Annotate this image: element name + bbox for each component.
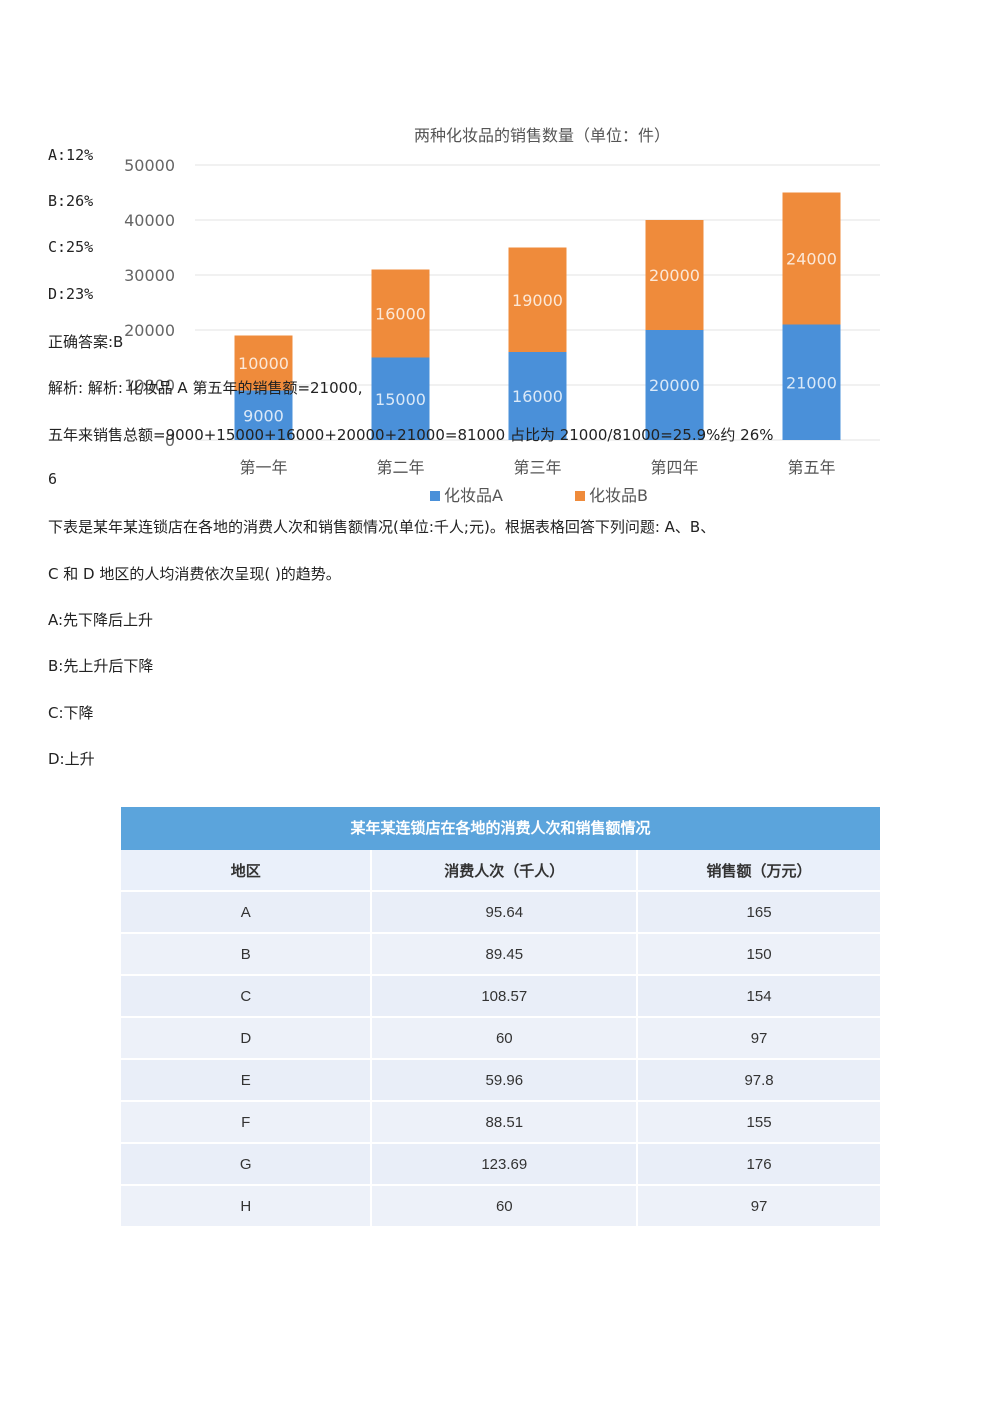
y-tick-label: 50000 [124,156,175,175]
cell-sales: 97 [637,1185,880,1228]
bar-b [645,220,704,330]
sales-table: 某年某连锁店在各地的消费人次和销售额情况 地区 消费人次（千人） 销售额（万元）… [121,807,880,1228]
cell-sales: 154 [637,975,880,1018]
question-number: 6 [48,470,58,488]
bar-a [782,324,841,440]
cell-region: B [121,933,373,976]
table-row: D 60 97 [121,1017,880,1060]
cell-visits: 59.96 [371,1059,639,1102]
table-row: B 89.45 150 [121,933,880,976]
cell-region: C [121,975,373,1018]
bar-value-label: 16000 [512,387,563,406]
cell-region: E [121,1059,373,1102]
x-tick-label: 第二年 [376,458,424,477]
option-d: D:23% [48,285,94,303]
bar-value-label: 9000 [243,406,284,425]
bar-b [371,269,430,358]
stacked-bar-chart: 两种化妆品的销售数量（单位：件） 0 10000 20000 30000 40000 50… [124,126,880,505]
header-region: 地区 [121,850,373,892]
x-tick-label: 第三年 [513,458,561,477]
cell-region: F [121,1101,373,1144]
analysis-line-2: 五年来销售总额=9000+15000+16000+20000+21000=810… [48,426,774,444]
bar-a [371,357,430,440]
x-tick-label: 第一年 [239,458,287,477]
option-a: A:先下降后上升 [48,611,154,629]
y-tick-label: 0 [165,431,175,450]
header-sales: 销售额（万元） [637,850,880,892]
legend-swatch [430,491,440,501]
cell-sales: 150 [637,933,880,976]
bar-b [782,192,841,325]
y-tick-label: 20000 [124,321,175,340]
cell-visits: 108.57 [371,975,639,1018]
y-tick-label: 40000 [124,211,175,230]
cell-sales: 176 [637,1143,880,1186]
option-b: B:26% [48,192,94,210]
cell-visits: 123.69 [371,1143,639,1186]
table-row: E 59.96 97.8 [121,1059,880,1102]
bar-b [508,247,567,352]
correct-answer: 正确答案:B [48,333,124,351]
table-header-row: 地区 消费人次（千人） 销售额（万元） [121,850,880,892]
legend-swatch [575,491,585,501]
bar-value-label: 20000 [649,376,700,395]
cell-visits: 89.45 [371,933,639,976]
cell-sales: 97 [637,1017,880,1060]
option-d: D:上升 [48,750,95,768]
cell-sales: 155 [637,1101,880,1144]
bar-a [645,330,704,440]
legend-label: 化妆品A [444,486,503,505]
header-visits: 消费人次（千人） [371,850,639,892]
table-row: H 60 97 [121,1185,880,1228]
bar-b [234,335,293,391]
option-b: B:先上升后下降 [48,657,154,675]
x-tick-label: 第四年 [650,458,698,477]
bar-value-label: 24000 [786,250,837,269]
cell-visits: 60 [371,1185,639,1228]
cell-sales: 165 [637,891,880,934]
chart-title: 两种化妆品的销售数量（单位：件） [414,126,670,145]
cell-visits: 95.64 [371,891,639,934]
x-tick-label: 第五年 [787,458,835,477]
bar-value-label: 10000 [238,354,289,373]
cell-region: G [121,1143,373,1186]
option-c: C:25% [48,238,94,256]
cell-region: D [121,1017,373,1060]
question-stem-line-1: 下表是某年某连锁店在各地的消费人次和销售额情况(单位:千人;元)。根据表格回答下… [48,518,716,536]
analysis-line-1: 解析: 解析: 化妆品 A 第五年的销售额=21000, [48,379,363,397]
table-row: A 95.64 165 [121,891,880,934]
bar-value-label: 19000 [512,291,563,310]
sales-table-container: 某年某连锁店在各地的消费人次和销售额情况 地区 消费人次（千人） 销售额（万元）… [121,807,880,1228]
y-tick-label: 10000 [124,376,175,395]
cell-sales: 97.8 [637,1059,880,1102]
table-row: F 88.51 155 [121,1101,880,1144]
bar-a [234,390,293,440]
cell-region: H [121,1185,373,1228]
question-stem-line-2: C 和 D 地区的人均消费依次呈现( )的趋势。 [48,565,341,583]
bar-value-label: 20000 [649,266,700,285]
cell-region: A [121,891,373,934]
y-tick-label: 30000 [124,266,175,285]
option-c: C:下降 [48,704,94,722]
bar-value-label: 15000 [375,390,426,409]
table-row: C 108.57 154 [121,975,880,1018]
cell-visits: 60 [371,1017,639,1060]
bar-a [508,352,567,440]
table-row: G 123.69 176 [121,1143,880,1186]
option-a: A:12% [48,146,94,164]
bar-value-label: 16000 [375,305,426,324]
table-title: 某年某连锁店在各地的消费人次和销售额情况 [121,807,880,850]
cell-visits: 88.51 [371,1101,639,1144]
legend-label: 化妆品B [589,486,648,505]
bar-value-label: 21000 [786,373,837,392]
